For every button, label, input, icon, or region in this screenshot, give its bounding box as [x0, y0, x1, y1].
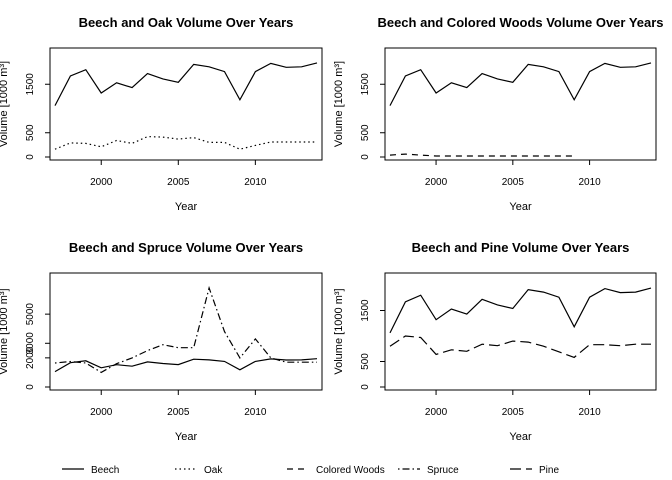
y-tick-label: 500 [360, 353, 371, 370]
plot-frame [384, 47, 657, 161]
legend-label: Spruce [427, 465, 459, 476]
series-line-pine [389, 335, 651, 359]
y-tick-label: 500 [360, 124, 371, 141]
x-tick-label: 2005 [167, 177, 190, 188]
y-tick-label: 500 [25, 124, 36, 141]
y-axis-label: Volume [1000 m³] [333, 61, 345, 147]
x-axis-label: Year [175, 201, 198, 213]
chart-panel-4: Beech and Pine Volume Over Years Year Volu… [333, 240, 657, 443]
x-tick-label: 2000 [425, 407, 448, 418]
legend-label: Beech [91, 465, 119, 476]
x-tick-label: 2000 [425, 177, 448, 188]
y-tick-label: 1500 [360, 73, 371, 96]
series-line-beech [389, 62, 652, 106]
chart-title: Beech and Oak Volume Over Years [79, 15, 294, 30]
plot-frame [49, 47, 323, 161]
y-tick-label: 0 [360, 384, 371, 390]
series-line-colored-woods [389, 153, 575, 157]
x-axis-label: Year [175, 431, 198, 443]
series-line-beech [54, 358, 318, 373]
x-tick-label: 2005 [167, 407, 190, 418]
series-line-oak [54, 135, 317, 150]
plot-frame [384, 272, 657, 391]
y-tick-label: 3000 [25, 332, 36, 355]
y-tick-label: 0 [25, 384, 36, 390]
y-axis-label: Volume [1000 m³] [0, 61, 10, 147]
chart-panel-1: Beech and Oak Volume Over Years Year Volum… [0, 15, 323, 213]
x-tick-label: 2000 [90, 407, 113, 418]
legend-label: Colored Woods [316, 465, 385, 476]
y-tick-label: 1500 [360, 299, 371, 322]
x-tick-label: 2010 [244, 177, 267, 188]
legend-label: Pine [539, 465, 559, 476]
x-tick-label: 2005 [502, 177, 525, 188]
y-tick-label: 1500 [25, 73, 36, 96]
series-line-beech [54, 62, 318, 106]
legend-label: Oak [204, 465, 223, 476]
plot-frame [49, 272, 323, 391]
y-axis-label: Volume [1000 m³] [0, 288, 10, 374]
chart-title: Beech and Colored Woods Volume Over Year… [377, 15, 663, 30]
series-line-spruce [54, 285, 317, 374]
legend: Beech Oak Colored Woods Spruce Pine [62, 465, 559, 476]
y-axis-label: Volume [1000 m³] [333, 288, 345, 374]
y-tick-label: 5000 [25, 303, 36, 326]
series-line-beech [389, 287, 652, 334]
y-tick-label: 0 [25, 154, 36, 160]
chart-title: Beech and Pine Volume Over Years [412, 240, 630, 255]
y-tick-label: 0 [360, 154, 371, 160]
chart-panel-3: Beech and Spruce Volume Over Years Year Vo… [0, 240, 323, 443]
x-tick-label: 2000 [90, 177, 113, 188]
chart-title: Beech and Spruce Volume Over Years [69, 240, 303, 255]
chart-panel-2: Beech and Colored Woods Volume Over Year… [333, 15, 664, 213]
x-axis-label: Year [509, 431, 532, 443]
x-tick-label: 2010 [578, 407, 601, 418]
y-tick-label: 2000 [25, 346, 36, 369]
x-tick-label: 2010 [578, 177, 601, 188]
x-tick-label: 2010 [244, 407, 267, 418]
x-axis-label: Year [509, 201, 532, 213]
x-tick-label: 2005 [502, 407, 525, 418]
